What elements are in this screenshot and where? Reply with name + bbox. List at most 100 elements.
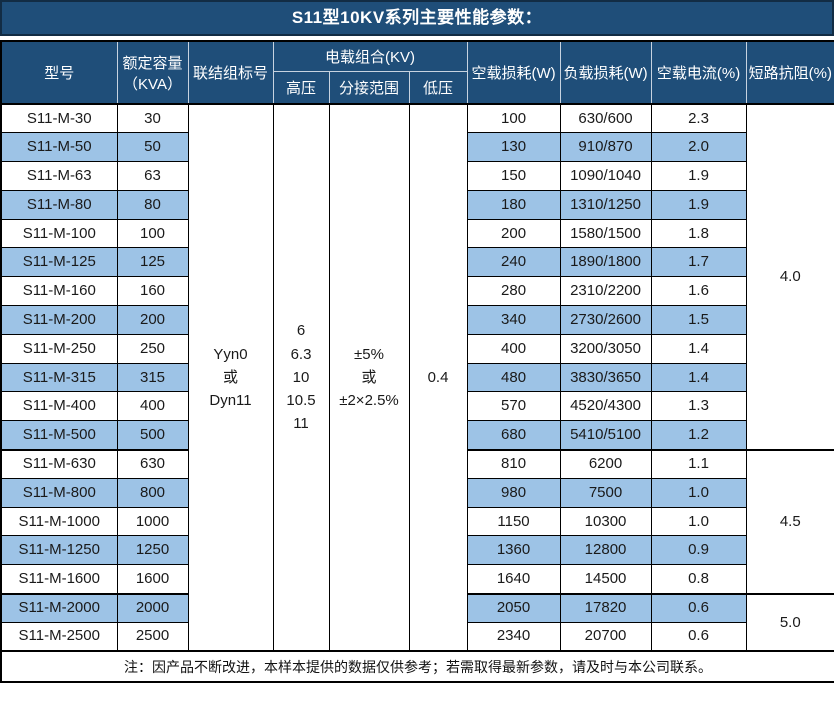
cell-no-load-current: 1.2: [650, 420, 747, 451]
table-row: S11-M-250 250 400 3200/3050 1.4: [0, 333, 834, 364]
cell-model: S11-M-2000: [0, 592, 118, 623]
cell-capacity: 630: [116, 448, 189, 479]
cell-capacity: 63: [116, 161, 189, 191]
cell-capacity: 200: [116, 305, 189, 335]
cell-model: S11-M-315: [0, 362, 118, 393]
table-row: S11-M-100 100 200 1580/1500 1.8: [0, 218, 834, 249]
cell-model: S11-M-800: [0, 477, 118, 508]
parameters-table: 型号 额定容量 （KVA） 联结组标号 电载组合(KV) 空载损耗(W) 负载损耗…: [0, 40, 834, 684]
table-row: S11-M-1000 1000 1150 10300 1.0: [0, 506, 834, 537]
table-row: S11-M-630 630 810 6200 1.1 4.5: [0, 448, 834, 595]
cell-model: S11-M-63: [0, 161, 118, 191]
col-header-capacity: 额定容量 （KVA）: [116, 40, 189, 105]
table-row: S11-M-2500 2500 2340 20700 0.6: [0, 621, 834, 652]
cell-capacity: 250: [116, 333, 189, 364]
cell-load-loss: 6200: [559, 448, 652, 479]
cell-no-load-current: 1.1: [650, 448, 747, 479]
cell-model: S11-M-200: [0, 305, 118, 335]
cell-capacity: 500: [116, 420, 189, 451]
col-header-load-loss: 负载损耗(W): [559, 40, 652, 105]
table-header: 型号 额定容量 （KVA） 联结组标号 电载组合(KV) 空载损耗(W) 负载损耗…: [0, 40, 834, 105]
table-row: S11-M-125 125 240 1890/1800 1.7: [0, 247, 834, 278]
cell-load-loss: 17820: [559, 592, 652, 623]
col-header-connection: 联结组标号: [187, 40, 274, 105]
cell-no-load-current: 1.8: [650, 218, 747, 249]
cell-no-load-loss: 2340: [466, 621, 561, 652]
capacity-label-line2: （KVA）: [123, 75, 182, 93]
cell-impedance: 5.0: [745, 592, 834, 652]
cell-capacity: 30: [116, 103, 189, 134]
cell-load-loss: 3830/3650: [559, 362, 652, 393]
cell-no-load-loss: 570: [466, 391, 561, 422]
cell-no-load-loss: 1150: [466, 506, 561, 537]
cell-model: S11-M-500: [0, 420, 118, 451]
cell-tap-range: ±5% 或 ±2×2.5%: [328, 102, 410, 652]
cell-load-loss: 910/870: [559, 132, 652, 163]
table-body: S11-M-30 30 Yyn0 或 Dyn11 6 6.3 10 10.5 11 ±5…: [0, 102, 834, 652]
footnote: 注：因产品不断改进，本样本提供的数据仅供参考；若需取得最新参数，请及时与本公司联…: [0, 650, 834, 683]
cell-no-load-current: 1.0: [650, 477, 747, 508]
cell-no-load-current: 2.3: [650, 103, 747, 134]
cell-no-load-current: 2.0: [650, 132, 747, 163]
cell-capacity: 2000: [116, 592, 189, 623]
cell-no-load-current: 1.0: [650, 506, 747, 537]
cell-capacity: 125: [116, 247, 189, 278]
cell-hv-voltages: 6 6.3 10 10.5 11: [272, 102, 330, 652]
table-row: S11-M-50 50 130 910/870 2.0: [0, 132, 834, 163]
table-row: S11-M-500 500 680 5410/5100 1.2: [0, 420, 834, 451]
cell-model: S11-M-80: [0, 189, 118, 220]
cell-no-load-loss: 100: [466, 103, 561, 134]
table-row: S11-M-2000 2000 2050 17820 0.6 5.0: [0, 592, 834, 652]
cell-no-load-loss: 2050: [466, 592, 561, 623]
cell-load-loss: 10300: [559, 506, 652, 537]
cell-no-load-loss: 180: [466, 189, 561, 220]
col-header-impedance: 短路抗阻(%): [745, 40, 834, 105]
capacity-label-line1: 额定容量: [122, 54, 183, 72]
cell-no-load-current: 0.6: [650, 592, 747, 623]
table-row: S11-M-1600 1600 1640 14500 0.8: [0, 564, 834, 595]
table-row: S11-M-400 400 570 4520/4300 1.3: [0, 391, 834, 422]
cell-no-load-loss: 480: [466, 362, 561, 393]
cell-load-loss: 2310/2200: [559, 276, 652, 307]
table-row: S11-M-30 30 Yyn0 或 Dyn11 6 6.3 10 10.5 11 ±5…: [0, 102, 834, 652]
cell-model: S11-M-125: [0, 247, 118, 278]
table-row: S11-M-63 63 150 1090/1040 1.9: [0, 161, 834, 191]
cell-load-loss: 7500: [559, 477, 652, 508]
cell-load-loss: 1890/1800: [559, 247, 652, 278]
cell-no-load-current: 1.4: [650, 362, 747, 393]
cell-no-load-loss: 130: [466, 132, 561, 163]
table-row: S11-M-200 200 340 2730/2600 1.5: [0, 305, 834, 335]
cell-model: S11-M-250: [0, 333, 118, 364]
col-header-lv: 低压: [408, 70, 468, 105]
cell-load-loss: 1090/1040: [559, 161, 652, 191]
cell-model: S11-M-160: [0, 276, 118, 307]
cell-model: S11-M-1250: [0, 535, 118, 566]
cell-model: S11-M-50: [0, 132, 118, 163]
col-header-model: 型号: [0, 40, 118, 105]
cell-model: S11-M-400: [0, 391, 118, 422]
cell-capacity: 315: [116, 362, 189, 393]
cell-no-load-loss: 1360: [466, 535, 561, 566]
cell-connection-group: Yyn0 或 Dyn11: [187, 102, 274, 652]
table-footer: 注：因产品不断改进，本样本提供的数据仅供参考；若需取得最新参数，请及时与本公司联…: [0, 650, 834, 683]
cell-capacity: 1000: [116, 506, 189, 537]
cell-model: S11-M-2500: [0, 621, 118, 652]
cell-capacity: 2500: [116, 621, 189, 652]
cell-no-load-current: 1.7: [650, 247, 747, 278]
col-header-tap-range: 分接范围: [328, 70, 410, 105]
col-header-no-load-loss: 空载损耗(W): [466, 40, 561, 105]
cell-model: S11-M-1000: [0, 506, 118, 537]
col-header-hv: 高压: [272, 70, 330, 105]
cell-load-loss: 1310/1250: [559, 189, 652, 220]
cell-no-load-loss: 810: [466, 448, 561, 479]
cell-impedance: 4.0: [745, 103, 834, 451]
cell-no-load-loss: 980: [466, 477, 561, 508]
cell-no-load-current: 1.9: [650, 189, 747, 220]
cell-no-load-loss: 1640: [466, 564, 561, 595]
cell-no-load-current: 1.5: [650, 305, 747, 335]
table-row: S11-M-315 315 480 3830/3650 1.4: [0, 362, 834, 393]
cell-model: S11-M-630: [0, 448, 118, 479]
cell-load-loss: 14500: [559, 564, 652, 595]
title-divider: [0, 36, 834, 40]
